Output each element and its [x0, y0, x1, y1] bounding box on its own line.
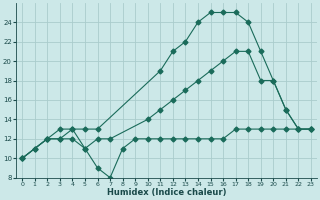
X-axis label: Humidex (Indice chaleur): Humidex (Indice chaleur) [107, 188, 226, 197]
